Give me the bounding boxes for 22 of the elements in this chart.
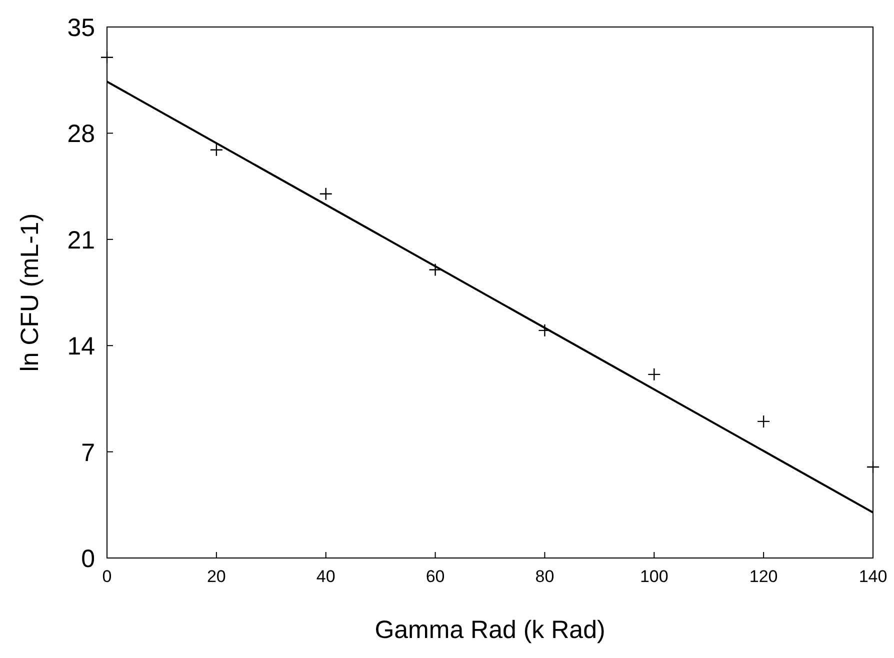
point xyxy=(428,263,442,276)
y-axis-title: ln CFU (mL-1) xyxy=(16,213,44,372)
x-tick-label: 140 xyxy=(858,567,888,586)
y-tick-label: 7 xyxy=(81,438,95,467)
x-tick-label: 20 xyxy=(206,567,226,586)
x-tick-label: 120 xyxy=(749,567,778,586)
point xyxy=(100,50,114,64)
y-tick-label: 28 xyxy=(67,120,95,148)
point xyxy=(756,414,770,428)
x-axis-title: Gamma Rad (k Rad) xyxy=(374,616,606,644)
point xyxy=(866,460,880,474)
point xyxy=(648,368,661,382)
x-tick-label: 60 xyxy=(426,567,445,586)
y-tick-label: 14 xyxy=(67,332,96,361)
x-tick-label: 100 xyxy=(640,567,668,586)
y-tick-label: 21 xyxy=(67,226,95,254)
point xyxy=(319,187,332,200)
x-tick-label: 80 xyxy=(535,567,554,586)
point xyxy=(210,143,224,156)
x-tick-label: 0 xyxy=(102,567,112,586)
x-tick-label: 40 xyxy=(316,567,336,586)
y-tick-label: 35 xyxy=(67,14,95,42)
